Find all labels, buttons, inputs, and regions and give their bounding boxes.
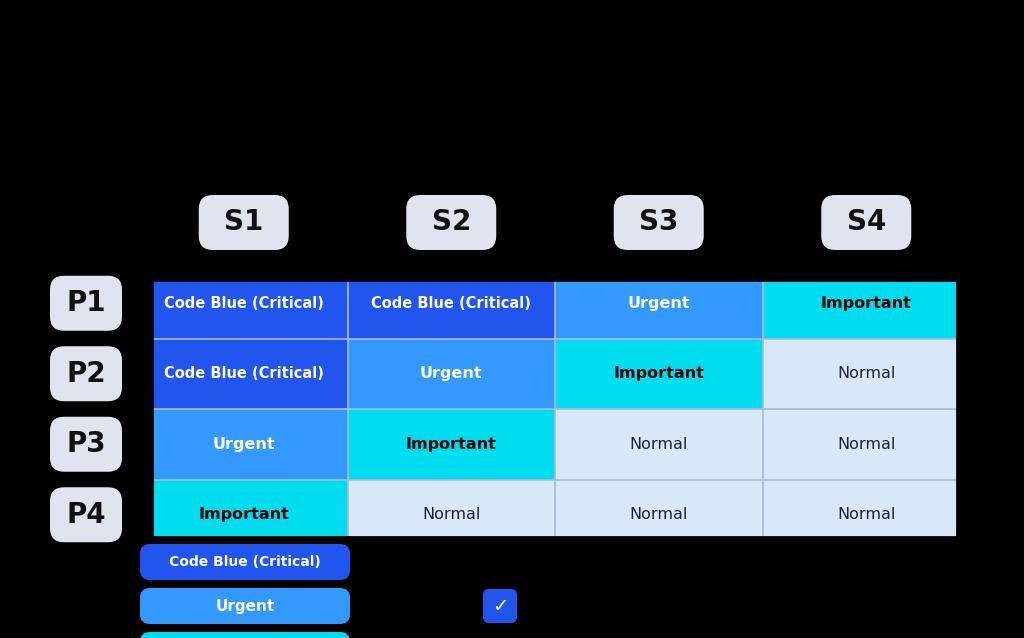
Text: Urgent: Urgent xyxy=(215,598,274,614)
Text: Code Blue (Critical): Code Blue (Critical) xyxy=(372,296,531,311)
Bar xyxy=(555,268,763,339)
Text: Code Blue (Critical): Code Blue (Critical) xyxy=(169,555,321,569)
Text: Urgent: Urgent xyxy=(628,296,690,311)
Bar xyxy=(347,339,555,409)
Text: Code Blue (Critical): Code Blue (Critical) xyxy=(164,296,324,311)
Bar xyxy=(140,480,347,550)
FancyBboxPatch shape xyxy=(140,544,350,580)
Text: ✓: ✓ xyxy=(492,597,508,616)
FancyBboxPatch shape xyxy=(483,589,517,623)
FancyBboxPatch shape xyxy=(821,195,911,250)
FancyBboxPatch shape xyxy=(50,276,122,330)
Text: Normal: Normal xyxy=(630,437,688,452)
Bar xyxy=(140,409,347,480)
FancyBboxPatch shape xyxy=(140,268,970,550)
Text: P3: P3 xyxy=(67,430,105,458)
Text: Normal: Normal xyxy=(837,507,895,523)
Text: Important: Important xyxy=(821,296,911,311)
FancyBboxPatch shape xyxy=(50,417,122,471)
Bar xyxy=(763,339,970,409)
FancyBboxPatch shape xyxy=(613,195,703,250)
Bar xyxy=(763,409,970,480)
Text: Important: Important xyxy=(199,507,289,523)
Text: Normal: Normal xyxy=(837,366,895,382)
Bar xyxy=(347,480,555,550)
Text: Important: Important xyxy=(406,437,497,452)
Text: Urgent: Urgent xyxy=(420,366,482,382)
FancyBboxPatch shape xyxy=(50,487,122,542)
Text: Urgent: Urgent xyxy=(212,437,275,452)
Text: S3: S3 xyxy=(639,209,679,237)
FancyBboxPatch shape xyxy=(140,588,350,624)
Bar xyxy=(763,480,970,550)
Bar xyxy=(555,409,763,480)
Text: P1: P1 xyxy=(67,289,105,317)
FancyBboxPatch shape xyxy=(50,346,122,401)
Text: Important: Important xyxy=(613,366,705,382)
Text: S1: S1 xyxy=(224,209,263,237)
Bar xyxy=(763,268,970,339)
Text: Normal: Normal xyxy=(630,507,688,523)
FancyBboxPatch shape xyxy=(407,195,497,250)
Bar xyxy=(140,268,347,339)
Bar xyxy=(555,339,763,409)
Bar xyxy=(140,339,347,409)
Text: Normal: Normal xyxy=(422,507,480,523)
Text: Code Blue (Critical): Code Blue (Critical) xyxy=(164,366,324,382)
Bar xyxy=(555,480,763,550)
FancyBboxPatch shape xyxy=(140,632,350,638)
Text: S2: S2 xyxy=(431,209,471,237)
FancyBboxPatch shape xyxy=(199,195,289,250)
Text: Normal: Normal xyxy=(837,437,895,452)
Text: P2: P2 xyxy=(67,360,105,388)
Text: S4: S4 xyxy=(847,209,886,237)
Bar xyxy=(347,268,555,339)
Bar xyxy=(347,409,555,480)
Text: P4: P4 xyxy=(67,501,105,529)
